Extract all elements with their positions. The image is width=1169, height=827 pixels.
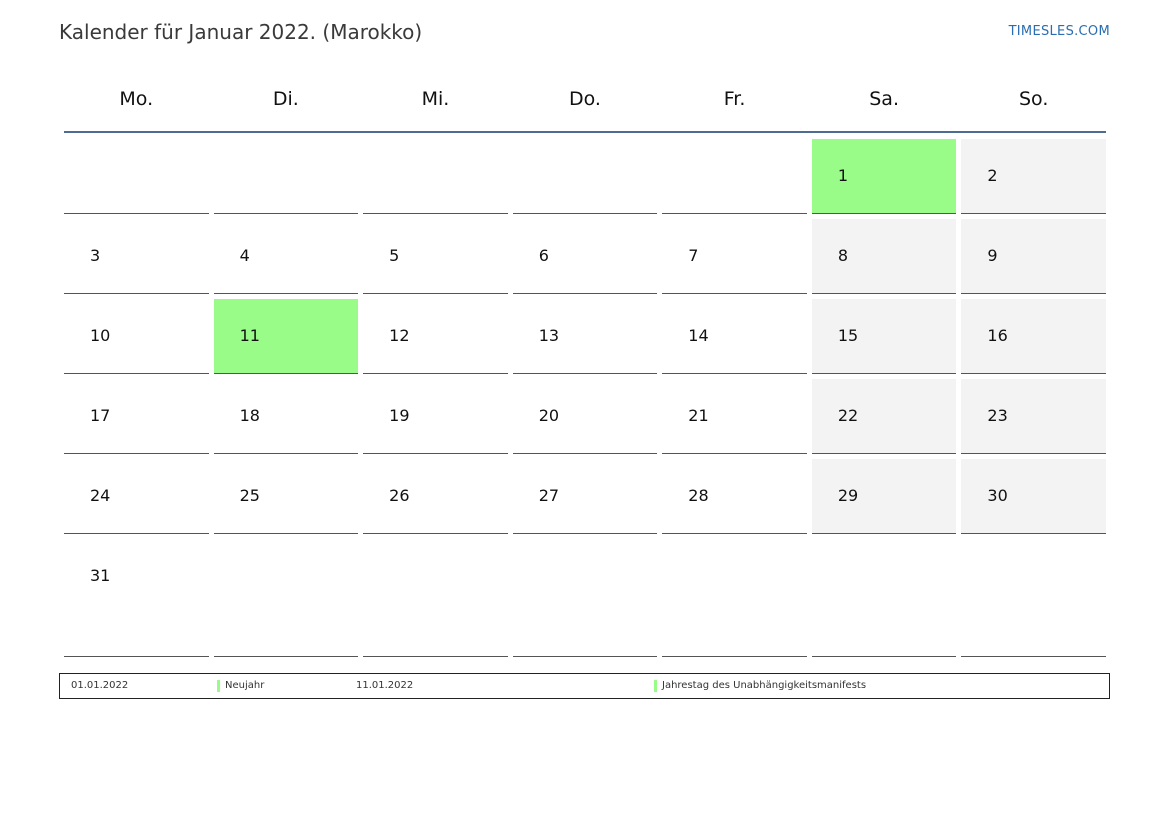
weekday-header-row: Mo. Di. Mi. Do. Fr. Sa. So. bbox=[64, 84, 1106, 114]
legend-date-2: 11.01.2022 bbox=[356, 680, 414, 691]
day-number: 20 bbox=[538, 406, 560, 425]
day-cell: 21 bbox=[662, 379, 807, 454]
day-cell: 19 bbox=[363, 379, 508, 454]
day-cell: 20 bbox=[512, 379, 658, 454]
empty-day-cell bbox=[363, 139, 508, 214]
day-number: 9 bbox=[987, 246, 998, 265]
holiday-legend: 01.01.2022 Neujahr 11.01.2022 Jahrestag … bbox=[59, 673, 1110, 699]
day-cell: 4 bbox=[213, 219, 359, 294]
day-number: 26 bbox=[389, 486, 410, 505]
day-number: 31 bbox=[90, 566, 111, 585]
day-cell: 16 bbox=[961, 299, 1106, 374]
day-number: 21 bbox=[688, 406, 709, 425]
legend-name-1: Neujahr bbox=[225, 680, 265, 691]
empty-day-cell bbox=[213, 139, 359, 214]
day-number: 27 bbox=[538, 486, 560, 505]
empty-day-cell bbox=[512, 139, 658, 214]
day-number: 16 bbox=[987, 326, 1008, 345]
day-number: 29 bbox=[837, 486, 859, 505]
day-number: 25 bbox=[239, 486, 260, 505]
page-title: Kalender für Januar 2022. (Marokko) bbox=[59, 20, 423, 44]
day-number: 10 bbox=[90, 326, 111, 345]
day-cell: 22 bbox=[811, 379, 957, 454]
empty-day-cell bbox=[662, 539, 807, 657]
empty-day-cell bbox=[512, 539, 658, 657]
day-cell: 7 bbox=[662, 219, 807, 294]
legend-swatch-2 bbox=[654, 680, 657, 692]
day-cell: 23 bbox=[961, 379, 1106, 454]
empty-day-cell bbox=[811, 539, 957, 657]
empty-day-cell bbox=[363, 539, 508, 657]
weekday-monday: Mo. bbox=[119, 88, 154, 110]
day-number: 7 bbox=[688, 246, 699, 265]
week-row: 24 25 26 27 28 29 30 bbox=[64, 459, 1106, 534]
day-cell: 24 bbox=[64, 459, 209, 534]
header-divider bbox=[64, 131, 1106, 133]
day-number: 28 bbox=[688, 486, 709, 505]
day-cell: 14 bbox=[662, 299, 807, 374]
day-number: 1 bbox=[837, 166, 849, 185]
weekday-wednesday: Mi. bbox=[421, 88, 450, 110]
weekday-thursday: Do. bbox=[569, 88, 601, 110]
day-cell: 26 bbox=[363, 459, 508, 534]
day-cell: 10 bbox=[64, 299, 209, 374]
day-cell: 6 bbox=[512, 219, 658, 294]
day-number: 12 bbox=[389, 326, 410, 345]
day-number: 30 bbox=[987, 486, 1008, 505]
day-cell: 27 bbox=[512, 459, 658, 534]
weekday-friday: Fr. bbox=[723, 88, 746, 110]
day-cell: 5 bbox=[363, 219, 508, 294]
empty-day-cell bbox=[64, 139, 209, 214]
day-cell: 12 bbox=[363, 299, 508, 374]
legend-name-2: Jahrestag des Unabhängigkeitsmanifests bbox=[662, 680, 867, 691]
day-cell: 31 bbox=[64, 539, 209, 657]
day-number: 8 bbox=[837, 246, 849, 265]
week-row: 10 11 12 13 14 15 16 bbox=[64, 299, 1106, 374]
week-row: 17 18 19 20 21 22 23 bbox=[64, 379, 1106, 454]
weekday-saturday: Sa. bbox=[869, 88, 899, 110]
day-number: 14 bbox=[688, 326, 709, 345]
calendar-grid: Mo. Di. Mi. Do. Fr. Sa. So. 1 2 3 4 5 6 7 8 9 10 1… bbox=[64, 84, 1106, 657]
day-cell: 2 bbox=[961, 139, 1106, 214]
day-cell: 17 bbox=[64, 379, 209, 454]
week-row: 31 bbox=[64, 539, 1106, 657]
day-number: 5 bbox=[389, 246, 400, 265]
site-link[interactable]: TIMESLES.COM bbox=[1008, 24, 1110, 39]
week-row: 3 4 5 6 7 8 9 bbox=[64, 219, 1106, 294]
day-number: 18 bbox=[239, 406, 260, 425]
day-number: 6 bbox=[538, 246, 549, 265]
day-cell: 29 bbox=[811, 459, 957, 534]
empty-day-cell bbox=[961, 539, 1106, 657]
weeks-container: 1 2 3 4 5 6 7 8 9 10 11 12 13 14 15 16 17 18 19 20 21 22 23 24 2… bbox=[64, 139, 1106, 662]
day-cell-holiday: 1 bbox=[811, 139, 957, 214]
day-cell: 15 bbox=[811, 299, 957, 374]
day-cell: 9 bbox=[961, 219, 1106, 294]
day-cell: 30 bbox=[961, 459, 1106, 534]
empty-day-cell bbox=[213, 539, 359, 657]
weekday-sunday: So. bbox=[1019, 88, 1049, 110]
day-cell-holiday: 11 bbox=[213, 299, 359, 374]
empty-day-cell bbox=[662, 139, 807, 214]
day-cell: 25 bbox=[213, 459, 359, 534]
day-number: 17 bbox=[90, 406, 111, 425]
day-cell: 18 bbox=[213, 379, 359, 454]
day-number: 15 bbox=[837, 326, 859, 345]
legend-date-1: 01.01.2022 bbox=[71, 680, 129, 691]
day-number: 13 bbox=[538, 326, 560, 345]
weekday-tuesday: Di. bbox=[272, 88, 299, 110]
day-number: 4 bbox=[239, 246, 250, 265]
day-cell: 13 bbox=[512, 299, 658, 374]
day-cell: 28 bbox=[662, 459, 807, 534]
day-cell: 8 bbox=[811, 219, 957, 294]
day-number: 3 bbox=[90, 246, 101, 265]
day-number: 19 bbox=[389, 406, 410, 425]
day-number: 11 bbox=[239, 326, 260, 345]
day-number: 24 bbox=[90, 486, 111, 505]
day-number: 22 bbox=[837, 406, 859, 425]
day-number: 2 bbox=[987, 166, 998, 185]
legend-swatch-1 bbox=[217, 680, 220, 692]
day-cell: 3 bbox=[64, 219, 209, 294]
day-number: 23 bbox=[987, 406, 1008, 425]
